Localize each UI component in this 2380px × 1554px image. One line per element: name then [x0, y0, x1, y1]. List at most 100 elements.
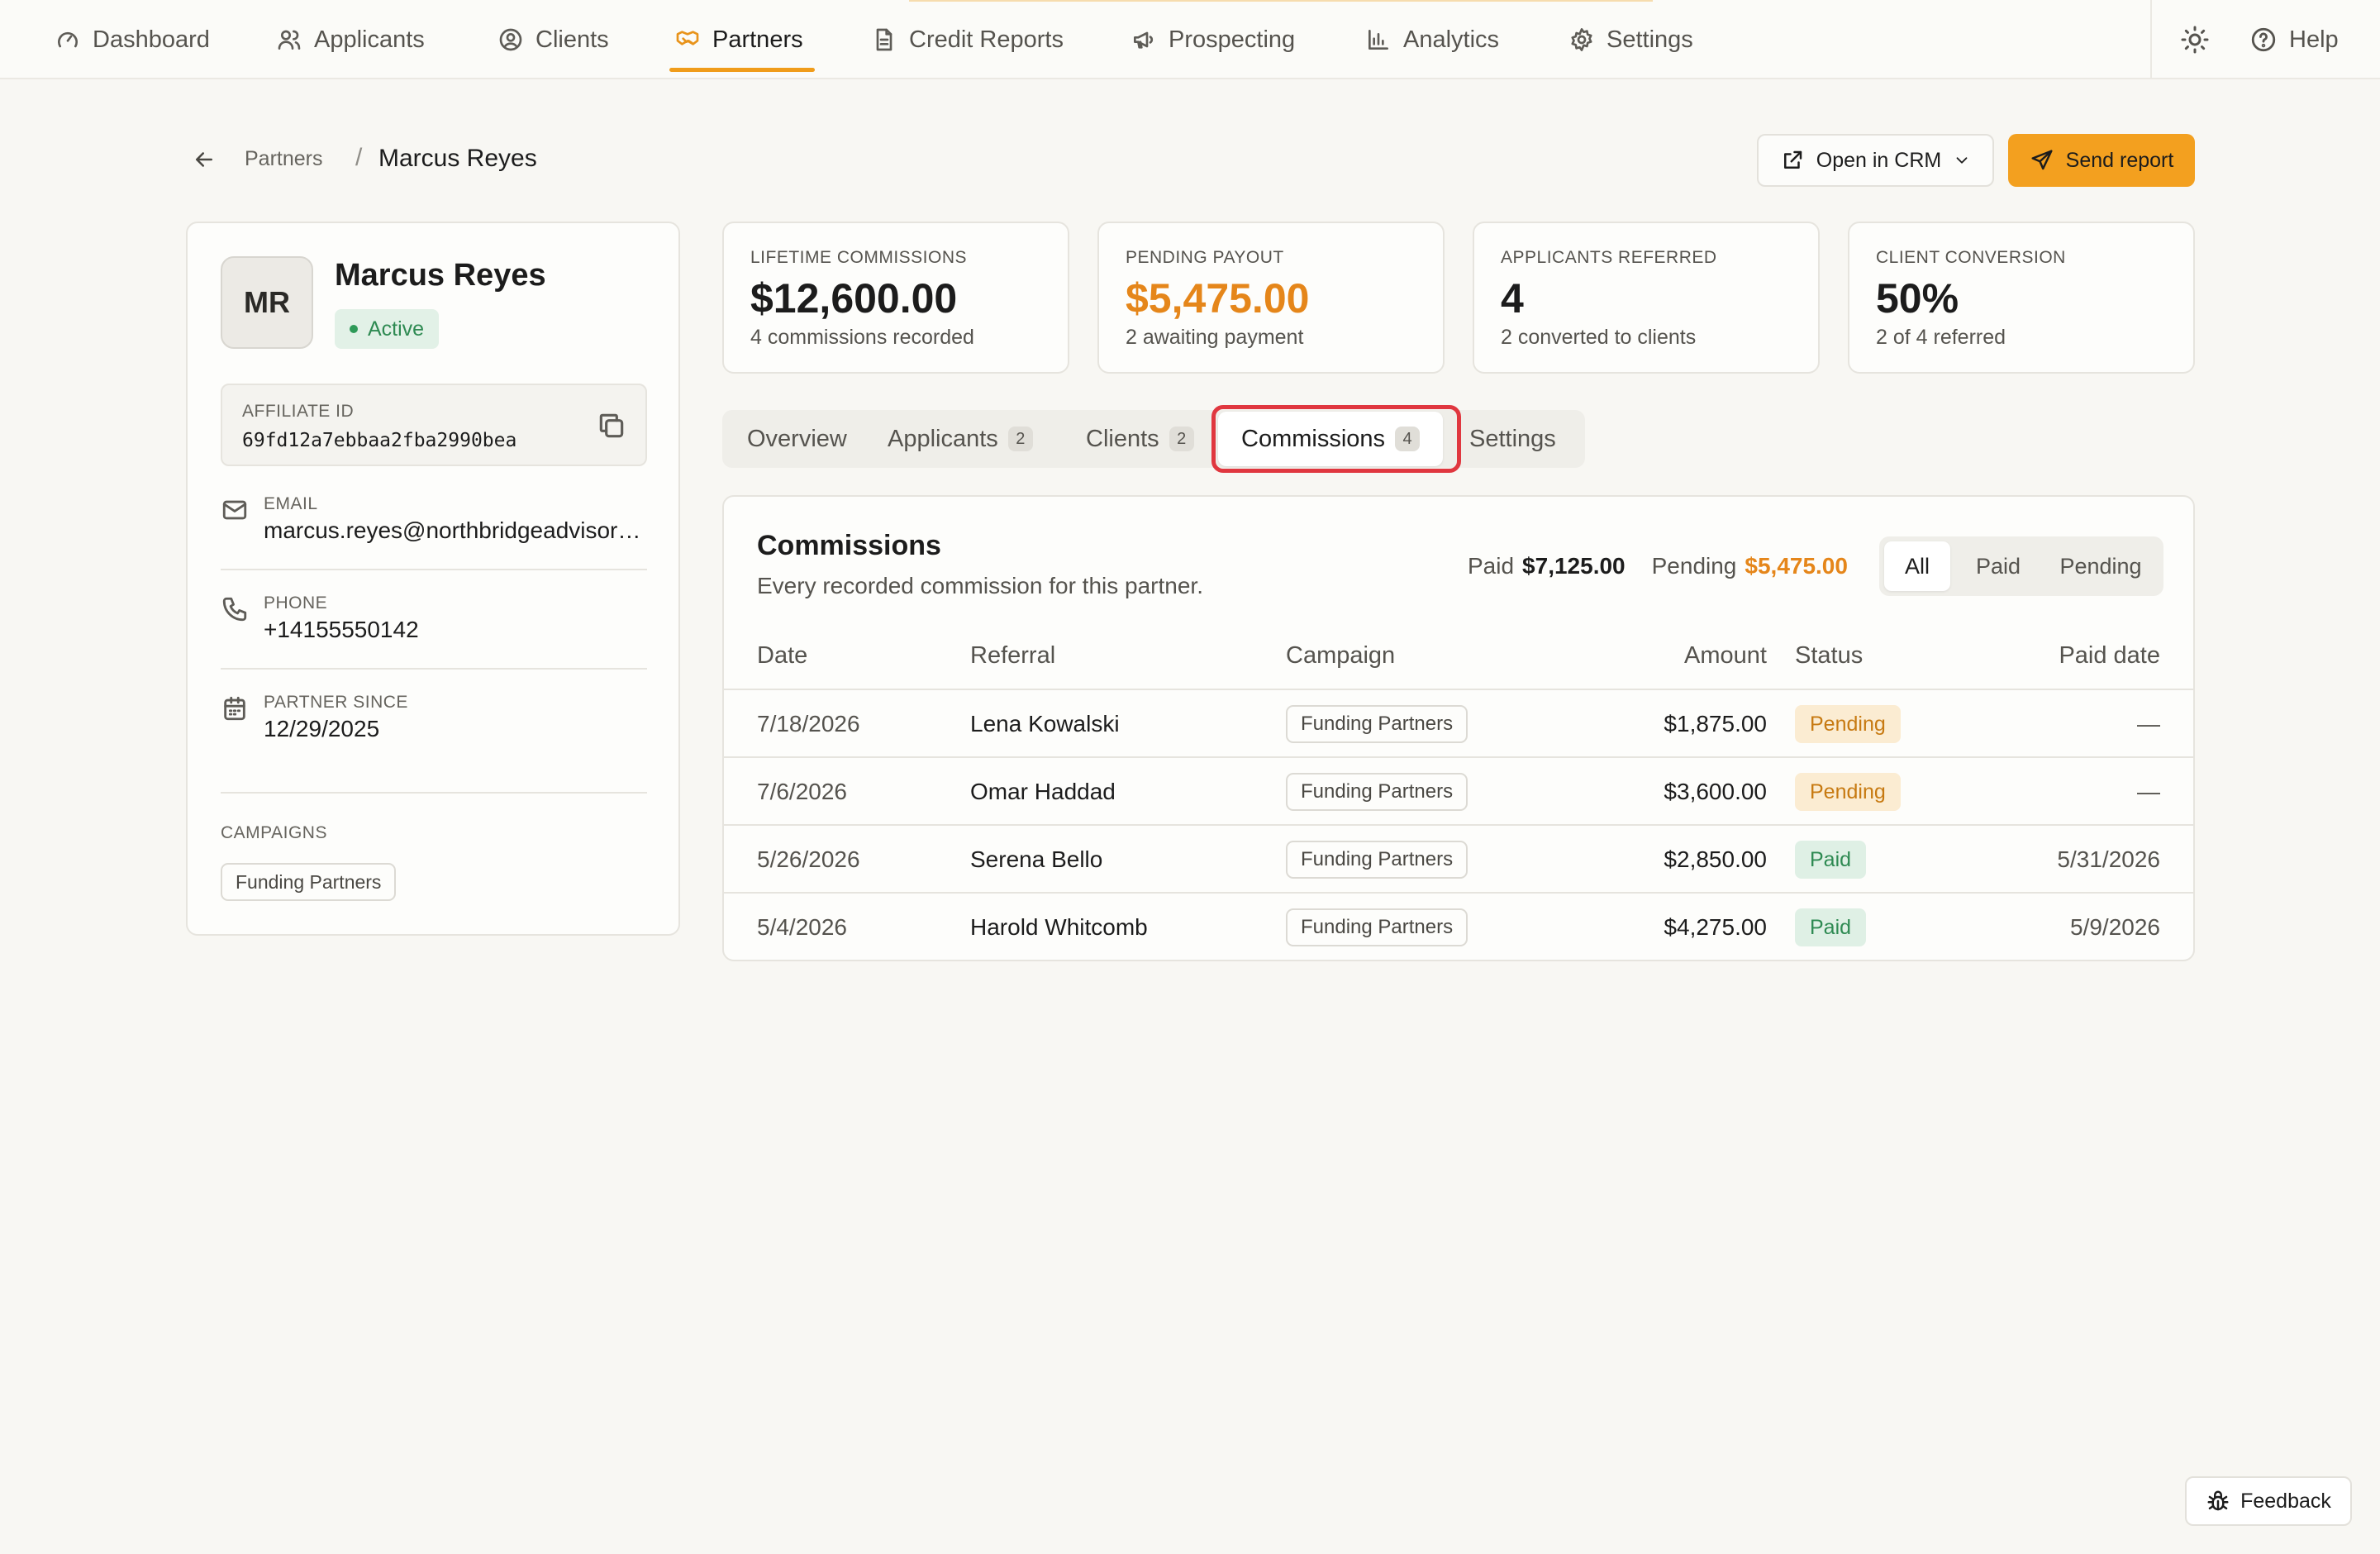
status-badge: Pending	[1795, 773, 1901, 811]
tab-clients[interactable]: Clients 2	[1086, 410, 1194, 468]
table-row[interactable]: 5/4/2026 Harold Whitcomb Funding Partner…	[724, 894, 2193, 961]
email-value[interactable]: marcus.reyes@northbridgeadvisors.com	[264, 517, 647, 543]
email-label: EMAIL	[264, 494, 318, 513]
top-navigation: Dashboard Applicants Clients Partners Cr…	[0, 0, 2380, 79]
cell-amount: $4,275.00	[1664, 914, 1767, 940]
nav-item-partners[interactable]: Partners	[674, 0, 803, 79]
column-header-amount: Amount	[1684, 642, 1767, 669]
nav-divider	[2150, 0, 2152, 79]
feedback-button[interactable]: Feedback	[2185, 1476, 2352, 1526]
stat-value: $5,475.00	[1126, 275, 1310, 322]
nav-item-label: Credit Reports	[909, 26, 1064, 53]
paid-total-label: Paid	[1468, 553, 1515, 579]
cell-paid-date: 5/9/2026	[2070, 914, 2160, 940]
nav-item-analytics[interactable]: Analytics	[1365, 0, 1499, 79]
affiliate-id-label: AFFILIATE ID	[242, 402, 355, 421]
avatar: MR	[221, 256, 313, 349]
copy-affiliate-id-button[interactable]	[596, 410, 627, 441]
bug-icon	[2207, 1490, 2229, 1511]
stat-label: CLIENT CONVERSION	[1876, 248, 2066, 267]
cell-paid-date: 5/31/2026	[2057, 846, 2160, 872]
help-circle-icon	[2251, 27, 2276, 52]
help-button[interactable]: Help	[2249, 0, 2339, 79]
column-header-paid-date: Paid date	[2059, 642, 2160, 669]
open-in-crm-button[interactable]: Open in CRM	[1757, 134, 1994, 187]
nav-item-credit-reports[interactable]: Credit Reports	[871, 0, 1064, 79]
partner-since-label: PARTNER SINCE	[264, 693, 408, 712]
gear-icon	[1571, 28, 1592, 51]
filter-pending[interactable]: Pending	[2059, 553, 2142, 579]
tab-overview[interactable]: Overview	[747, 410, 847, 468]
bar-chart-icon	[1368, 30, 1388, 50]
campaign-chip: Funding Partners	[1286, 705, 1468, 743]
cell-referral: Serena Bello	[970, 846, 1103, 872]
nav-item-prospecting[interactable]: Prospecting	[1130, 0, 1295, 79]
column-header-status: Status	[1795, 642, 1864, 669]
table-row[interactable]: 7/18/2026 Lena Kowalski Funding Partners…	[724, 690, 2193, 758]
cell-amount: $3,600.00	[1664, 779, 1767, 804]
handshake-icon	[676, 31, 699, 45]
theme-toggle-button[interactable]	[2180, 25, 2210, 55]
nav-item-settings[interactable]: Settings	[1568, 0, 1693, 79]
arrow-left-icon	[196, 152, 212, 167]
stat-label: LIFETIME COMMISSIONS	[750, 248, 968, 267]
phone-label: PHONE	[264, 593, 328, 613]
cell-date: 5/4/2026	[757, 914, 847, 940]
tab-commissions[interactable]: Commissions 4	[1218, 412, 1444, 466]
stat-label: APPLICANTS REFERRED	[1501, 248, 1717, 267]
breadcrumb-partners-link[interactable]: Partners	[245, 147, 323, 170]
status-dot	[350, 325, 358, 333]
stat-subtext: 2 converted to clients	[1501, 326, 1697, 349]
column-header-date: Date	[757, 642, 808, 669]
file-text-icon	[876, 28, 892, 51]
stat-subtext: 4 commissions recorded	[750, 326, 974, 349]
column-header-campaign: Campaign	[1286, 642, 1396, 669]
tab-count-badge: 2	[1169, 427, 1194, 451]
stat-card-client-conversion: CLIENT CONVERSION 50% 2 of 4 referred	[1848, 222, 2195, 374]
status-badge: Paid	[1795, 908, 1867, 946]
filter-all[interactable]: All	[1884, 541, 1950, 591]
cell-referral: Omar Haddad	[970, 779, 1116, 804]
back-button[interactable]	[192, 147, 217, 172]
campaigns-label: CAMPAIGNS	[221, 823, 327, 842]
send-report-button[interactable]: Send report	[2008, 134, 2195, 187]
cell-status: Paid	[1795, 894, 1867, 961]
tab-settings[interactable]: Settings	[1469, 410, 1556, 468]
breadcrumb-current: Marcus Reyes	[378, 145, 537, 172]
nav-item-label: Dashboard	[93, 26, 210, 53]
nav-item-clients[interactable]: Clients	[497, 0, 609, 79]
nav-item-label: Clients	[536, 26, 609, 53]
commissions-table-body: 7/18/2026 Lena Kowalski Funding Partners…	[724, 690, 2193, 963]
megaphone-icon	[1134, 31, 1154, 49]
nav-item-dashboard[interactable]: Dashboard	[55, 0, 210, 79]
mail-icon	[222, 500, 247, 520]
cell-referral: Lena Kowalski	[970, 711, 1120, 736]
table-row[interactable]: 7/6/2026 Omar Haddad Funding Partners $3…	[724, 758, 2193, 826]
cell-referral: Harold Whitcomb	[970, 914, 1148, 940]
stat-subtext: 2 awaiting payment	[1126, 326, 1304, 349]
status-label: Active	[368, 317, 425, 341]
nav-item-label: Analytics	[1403, 26, 1500, 53]
tab-applicants[interactable]: Applicants 2	[888, 410, 1033, 468]
partner-tabs: Overview Applicants 2 Clients 2 Commissi…	[722, 410, 1585, 468]
cell-amount: $2,850.00	[1664, 846, 1767, 872]
table-row[interactable]: 5/26/2026 Serena Bello Funding Partners …	[724, 826, 2193, 894]
filter-paid[interactable]: Paid	[1975, 553, 2021, 579]
phone-value[interactable]: +14155550142	[264, 617, 419, 642]
stat-value: 4	[1501, 275, 1524, 322]
nav-item-applicants[interactable]: Applicants	[276, 0, 425, 79]
tab-label: Settings	[1469, 425, 1556, 452]
sun-icon	[2181, 26, 2209, 54]
cell-date: 5/26/2026	[757, 846, 860, 872]
partner-profile-card: MR Marcus Reyes Active AFFILIATE ID 69fd…	[186, 222, 680, 936]
stat-subtext: 2 of 4 referred	[1876, 326, 2006, 349]
status-badge: Pending	[1795, 705, 1901, 743]
tab-label: Commissions	[1241, 425, 1386, 452]
pending-total-label: Pending	[1651, 553, 1737, 579]
stat-card-lifetime-commissions: LIFETIME COMMISSIONS $12,600.00 4 commis…	[722, 222, 1069, 374]
campaign-chip: Funding Partners	[221, 863, 397, 901]
partner-since-value: 12/29/2025	[264, 716, 380, 741]
calendar-icon	[224, 696, 245, 721]
nav-item-label: Settings	[1606, 26, 1693, 53]
stat-value: $12,600.00	[750, 275, 958, 322]
